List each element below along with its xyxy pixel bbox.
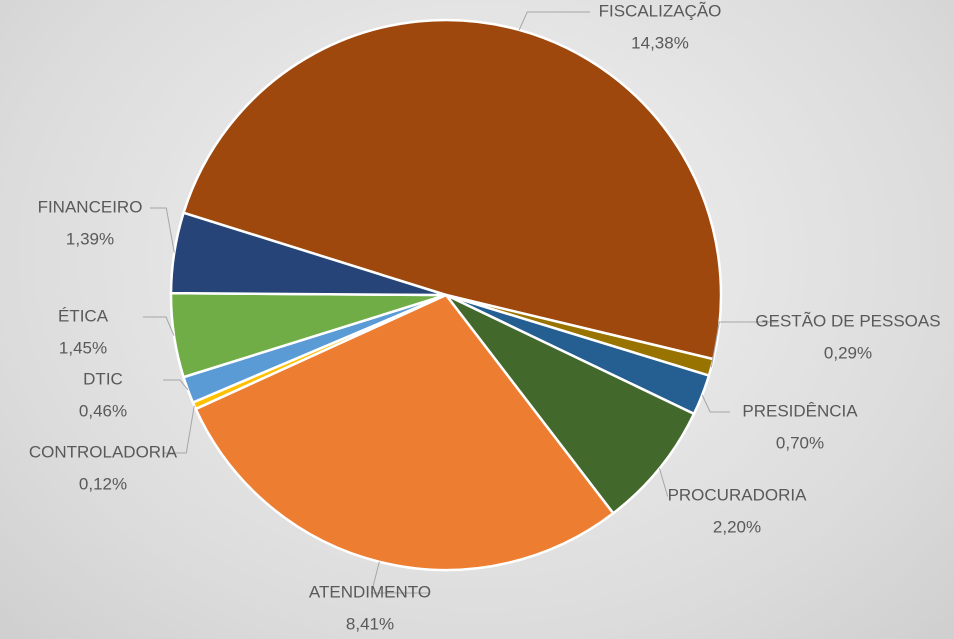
slice-value: 0,46% bbox=[79, 401, 127, 420]
slice-value: 0,70% bbox=[776, 433, 824, 452]
slice-value: 0,12% bbox=[79, 474, 127, 493]
leader-line bbox=[150, 208, 174, 253]
slice-label: GESTÃO DE PESSOAS bbox=[755, 311, 940, 330]
leader-line bbox=[143, 317, 174, 336]
slice-label: DTIC bbox=[83, 369, 123, 388]
slice-label: FISCALIZAÇÃO bbox=[599, 1, 722, 20]
slice-value: 1,45% bbox=[59, 338, 107, 357]
slice-label: ÉTICA bbox=[58, 306, 109, 325]
slice-value: 1,39% bbox=[66, 229, 114, 248]
slice-value: 8,41% bbox=[346, 614, 394, 633]
slice-value: 0,29% bbox=[824, 343, 872, 362]
leader-line bbox=[519, 12, 590, 30]
slice-value: 2,20% bbox=[713, 517, 761, 536]
slice-value: 14,38% bbox=[631, 33, 689, 52]
slice-label: PRESIDÊNCIA bbox=[742, 401, 858, 420]
slice-label: CONTROLADORIA bbox=[29, 442, 178, 461]
chart: FISCALIZAÇÃO 14,38% GESTÃO DE PESSOAS 0,29%… bbox=[0, 0, 954, 639]
slice-label: FINANCEIRO bbox=[38, 197, 143, 216]
slice-label: PROCURADORIA bbox=[668, 485, 808, 504]
leader-line bbox=[659, 468, 667, 496]
slice-label: ATENDIMENTO bbox=[309, 582, 431, 601]
leader-line bbox=[702, 395, 730, 412]
